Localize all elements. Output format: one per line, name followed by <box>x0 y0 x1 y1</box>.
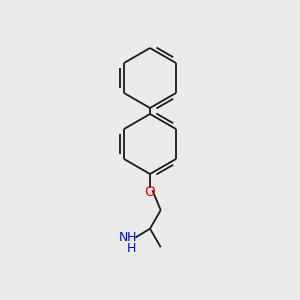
Text: O: O <box>145 184 155 199</box>
Text: N: N <box>119 231 129 244</box>
Text: H: H <box>127 242 136 255</box>
Text: H: H <box>127 231 136 244</box>
